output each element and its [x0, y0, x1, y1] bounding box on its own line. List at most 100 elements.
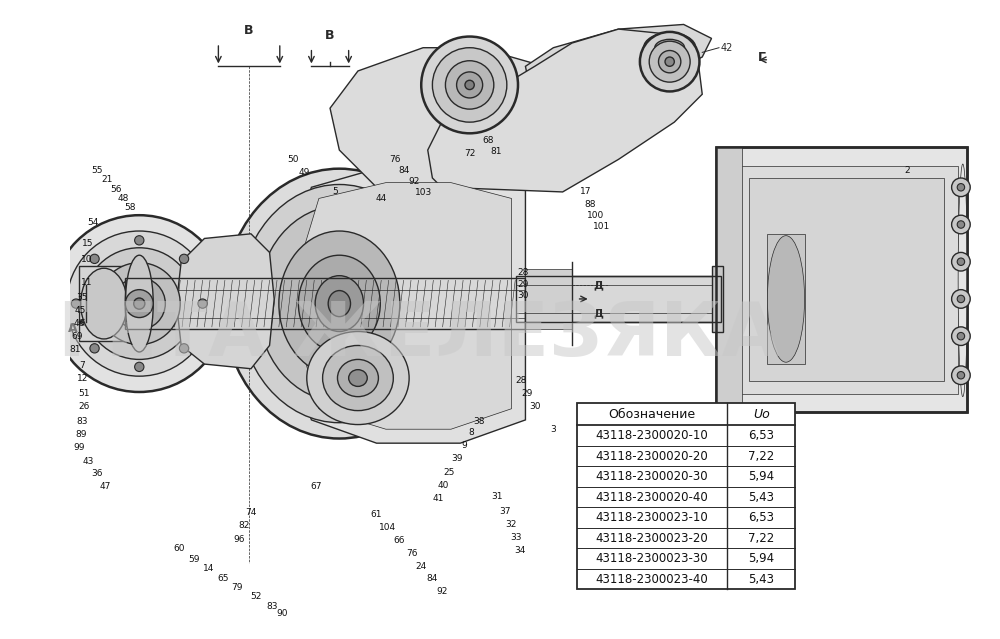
Text: 43118-2300023-40: 43118-2300023-40: [596, 573, 708, 585]
Polygon shape: [177, 234, 274, 369]
Text: 55: 55: [92, 166, 103, 175]
Text: 5: 5: [332, 187, 338, 196]
Text: 92: 92: [436, 587, 447, 596]
Text: 24: 24: [416, 562, 427, 571]
Text: 29: 29: [517, 279, 528, 289]
Text: 43118-2300023-10: 43118-2300023-10: [596, 511, 708, 524]
Text: 43: 43: [82, 458, 94, 466]
Text: 30: 30: [517, 291, 528, 300]
Ellipse shape: [952, 289, 970, 308]
Ellipse shape: [665, 57, 674, 66]
Bar: [735, 166, 958, 394]
Text: 38: 38: [473, 417, 485, 426]
Text: 28: 28: [517, 268, 528, 277]
Ellipse shape: [432, 48, 507, 122]
Polygon shape: [428, 29, 702, 192]
Text: 84: 84: [399, 166, 410, 175]
Bar: [712, 266, 723, 332]
Ellipse shape: [465, 81, 474, 89]
Text: 50: 50: [287, 155, 299, 164]
Ellipse shape: [445, 61, 494, 109]
Text: 43118-2300020-40: 43118-2300020-40: [596, 491, 708, 504]
Text: 43118-2300020-10: 43118-2300020-10: [596, 429, 708, 442]
Text: 10: 10: [80, 256, 92, 265]
Ellipse shape: [198, 299, 207, 308]
Text: Обозначение: Обозначение: [608, 408, 696, 421]
Text: 88: 88: [585, 199, 596, 208]
Text: 43118-2300023-30: 43118-2300023-30: [596, 552, 708, 565]
Text: 61: 61: [371, 511, 382, 520]
Ellipse shape: [135, 236, 144, 245]
Text: 82: 82: [239, 521, 250, 530]
Text: ГЕТА ЖЕЛЕЗЯКА: ГЕТА ЖЕЛЕЗЯКА: [58, 299, 779, 373]
Polygon shape: [525, 24, 712, 113]
Ellipse shape: [298, 255, 380, 352]
Bar: [125, 277, 525, 328]
Text: 33: 33: [510, 533, 522, 542]
Ellipse shape: [957, 295, 965, 303]
Ellipse shape: [81, 268, 127, 339]
Text: 59: 59: [188, 555, 200, 564]
Bar: [716, 147, 967, 412]
Ellipse shape: [337, 359, 378, 397]
Text: 41: 41: [432, 493, 444, 502]
Text: 2: 2: [904, 166, 910, 175]
Text: 5,43: 5,43: [748, 491, 774, 504]
Bar: [516, 275, 721, 322]
Text: 12: 12: [77, 374, 88, 383]
Text: 81: 81: [490, 148, 501, 157]
Text: 15: 15: [82, 238, 94, 248]
Text: 9: 9: [461, 442, 467, 450]
Ellipse shape: [952, 252, 970, 271]
Text: 29: 29: [522, 389, 533, 398]
Text: 44: 44: [376, 194, 387, 203]
Ellipse shape: [67, 231, 212, 376]
Bar: [749, 178, 944, 381]
Ellipse shape: [179, 254, 189, 263]
Text: 52: 52: [250, 592, 261, 601]
Ellipse shape: [958, 164, 967, 397]
Text: 28: 28: [515, 376, 526, 385]
Text: 21: 21: [101, 175, 112, 184]
Text: 79: 79: [231, 583, 243, 592]
Text: 76: 76: [389, 155, 401, 164]
Ellipse shape: [957, 221, 965, 228]
Text: 5,43: 5,43: [748, 573, 774, 585]
Ellipse shape: [640, 32, 699, 91]
Ellipse shape: [125, 255, 153, 352]
Ellipse shape: [83, 248, 195, 359]
Ellipse shape: [767, 236, 805, 362]
Text: 76: 76: [406, 550, 418, 558]
Ellipse shape: [349, 370, 367, 387]
Text: 42: 42: [721, 43, 733, 52]
Text: 45: 45: [75, 305, 86, 314]
Text: 49: 49: [298, 168, 310, 177]
Text: 7,22: 7,22: [748, 532, 774, 544]
Ellipse shape: [179, 344, 189, 353]
Text: 8: 8: [469, 428, 474, 438]
Text: 36: 36: [92, 470, 103, 479]
Ellipse shape: [457, 72, 483, 98]
Text: 30: 30: [529, 403, 540, 412]
Text: 81: 81: [69, 344, 81, 354]
Text: 3: 3: [550, 425, 556, 434]
Text: 43118-2300020-20: 43118-2300020-20: [596, 450, 708, 463]
Text: 65: 65: [217, 574, 229, 583]
Text: 43118-2300023-20: 43118-2300023-20: [596, 532, 708, 544]
Text: 92: 92: [408, 177, 419, 186]
Text: 37: 37: [499, 507, 511, 516]
Text: 7: 7: [80, 362, 85, 371]
Ellipse shape: [655, 40, 685, 56]
Text: 48: 48: [118, 194, 129, 203]
Bar: [716, 147, 742, 412]
Ellipse shape: [98, 263, 180, 344]
Bar: [716, 147, 967, 412]
Text: 34: 34: [514, 546, 526, 555]
Bar: [577, 403, 795, 589]
Ellipse shape: [421, 36, 518, 134]
Text: 83: 83: [267, 601, 278, 610]
Text: 35: 35: [77, 293, 88, 302]
Bar: [79, 266, 130, 341]
Ellipse shape: [71, 299, 81, 308]
Text: 89: 89: [75, 430, 86, 439]
